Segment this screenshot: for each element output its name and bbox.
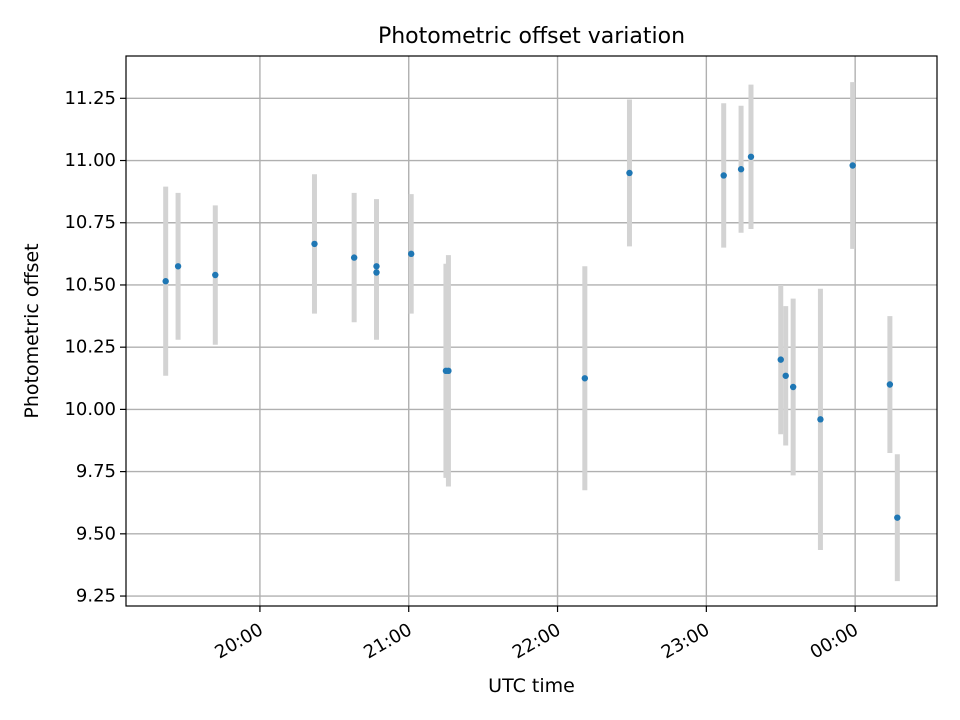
data-point	[311, 240, 318, 248]
y-tick-label: 10.00	[64, 399, 116, 420]
grid-lines	[126, 56, 937, 606]
plot-area-frame	[125, 55, 938, 607]
data-point	[581, 375, 589, 382]
data-point	[174, 263, 182, 270]
data-point	[445, 367, 452, 375]
data-points	[162, 153, 901, 521]
data-point	[737, 166, 745, 173]
data-point	[886, 381, 894, 388]
data-point	[373, 263, 380, 270]
data-point	[720, 172, 727, 179]
y-tick-label: 9.75	[76, 461, 116, 482]
data-point	[408, 250, 415, 258]
x-axis-label: UTC time	[488, 675, 575, 697]
data-point	[747, 153, 755, 160]
chart-title: Photometric offset variation	[378, 24, 685, 49]
data-point	[373, 269, 380, 276]
data-point	[626, 169, 633, 177]
y-tick-label: 10.25	[64, 337, 116, 358]
y-tick-label: 9.25	[76, 586, 116, 607]
y-tick-label: 11.25	[64, 88, 116, 109]
data-point	[162, 278, 169, 285]
y-tick-label: 10.50	[64, 274, 116, 295]
data-point	[350, 254, 358, 261]
y-tick-label: 11.00	[64, 150, 116, 171]
y-tick-label: 10.75	[64, 212, 116, 233]
data-point	[817, 416, 824, 423]
data-point	[777, 356, 784, 363]
y-axis-ticks: 9.25 9.50 9.75 10.00 10.25 10.50 10.75 11.00 11.…	[64, 88, 126, 607]
data-point	[894, 514, 901, 521]
data-point	[782, 372, 789, 379]
data-point	[212, 271, 219, 279]
y-axis-label: Photometric offset	[21, 243, 43, 418]
y-tick-label: 9.50	[76, 523, 116, 544]
data-point	[789, 383, 797, 391]
data-point	[849, 162, 856, 169]
